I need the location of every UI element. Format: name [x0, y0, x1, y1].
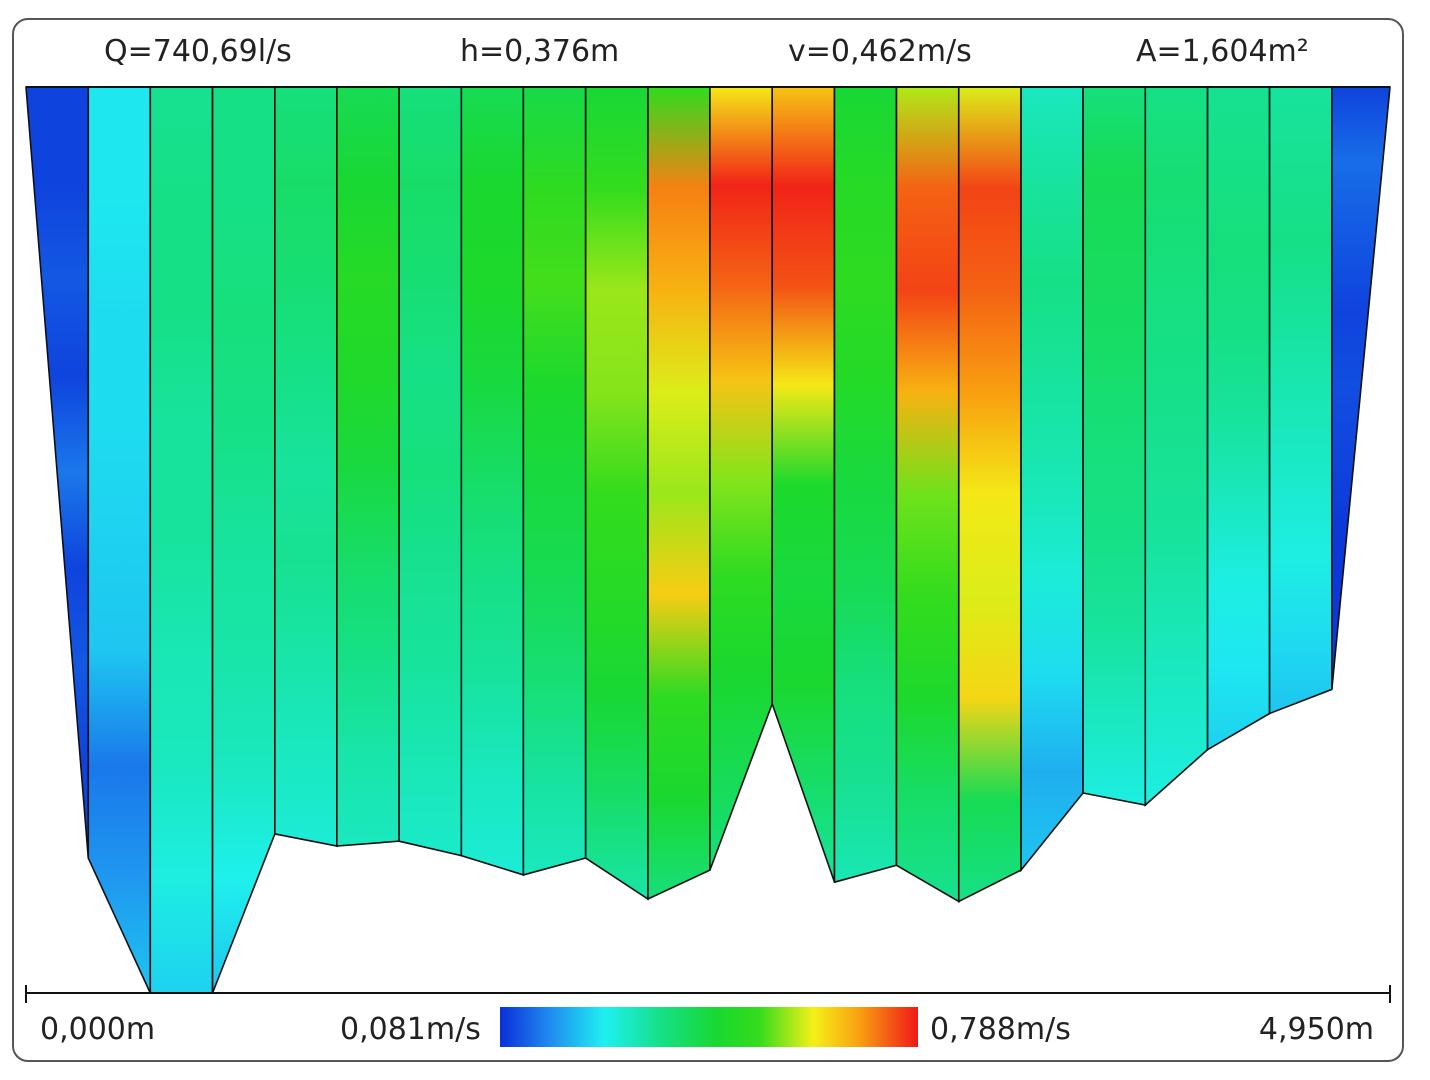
velocity-column-1 [25, 86, 90, 859]
velocity-column-3 [149, 86, 214, 994]
velocity-column-19 [1144, 86, 1209, 807]
velocity-column-11 [647, 86, 711, 901]
velocity-column-17 [1020, 86, 1084, 873]
velocity-column-22 [1331, 86, 1391, 690]
colorscale-bar [500, 1007, 918, 1047]
velocity-column-6 [336, 86, 400, 847]
velocity-column-5 [274, 86, 338, 847]
colorscale-max-label: 0,788m/s [930, 1012, 1071, 1047]
depth-label: h=0,376m [460, 34, 620, 69]
velocity-column-18 [1082, 86, 1147, 807]
velocity-column-13 [771, 86, 836, 883]
velocity-column-16 [957, 86, 1022, 903]
velocity-column-14 [833, 86, 898, 884]
velocity-column-12 [709, 86, 774, 871]
velocity-column-20 [1206, 86, 1271, 752]
mean-velocity-label: v=0,462m/s [788, 34, 972, 69]
velocity-column-8 [460, 86, 525, 877]
velocity-column-2 [87, 86, 152, 994]
velocity-column-10 [584, 86, 649, 901]
x-axis-max-label: 4,950m [1258, 1012, 1374, 1047]
velocity-column-4 [211, 86, 276, 994]
velocity-column-21 [1268, 86, 1333, 715]
x-axis-min-label: 0,000m [40, 1012, 156, 1047]
colorscale-min-label: 0,081m/s [340, 1012, 481, 1047]
velocity-column-7 [398, 86, 463, 857]
velocity-column-15 [895, 86, 960, 903]
discharge-label: Q=740,69l/s [104, 34, 292, 69]
area-label: A=1,604m² [1136, 34, 1309, 69]
velocity-column-9 [522, 86, 587, 876]
